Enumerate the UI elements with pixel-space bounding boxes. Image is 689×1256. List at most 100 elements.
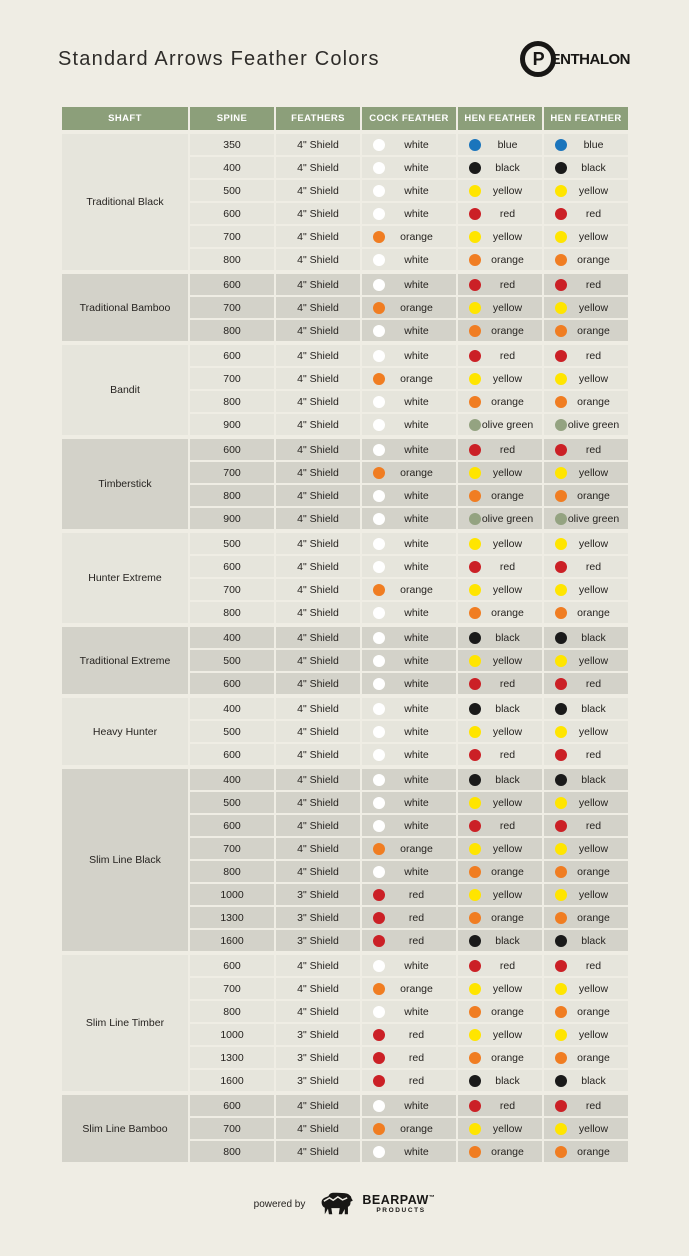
spine-cell: 500	[190, 533, 274, 554]
feather-color-label: orange	[577, 865, 610, 878]
spine-cell: 800	[190, 861, 274, 882]
feather-color-dot-red	[469, 560, 481, 573]
feather-color-label: white	[404, 606, 429, 619]
hen-feather-2-cell: yellow	[544, 368, 628, 389]
cock-feather-cell: white	[362, 157, 456, 178]
cock-feather-cell: white	[362, 769, 456, 790]
hen-feather-1-cell: yellow	[458, 180, 542, 201]
feathers-cell: 3" Shield	[276, 907, 360, 928]
feather-color-dot-red	[469, 278, 481, 291]
spine-cell: 600	[190, 815, 274, 836]
feather-color-label: orange	[577, 324, 610, 337]
feather-color-dot-white	[373, 489, 385, 502]
feather-color-dot-black	[555, 1074, 567, 1087]
hen-feather-1-cell: red	[458, 1095, 542, 1116]
hen-feather-2-cell: orange	[544, 861, 628, 882]
feather-color-dot-orange	[555, 489, 567, 502]
column-header-shaft: SHAFT	[62, 107, 188, 130]
feather-color-label: red	[499, 1099, 516, 1112]
feather-color-dot-red	[555, 278, 567, 291]
feather-color-label: red	[499, 677, 516, 690]
feather-color-label: orange	[577, 606, 610, 619]
shaft-group-hunter-extreme: Hunter Extreme 500 4" Shield white yellow yel…	[62, 533, 628, 623]
cock-feather-cell: white	[362, 1095, 456, 1116]
hen-feather-2-cell: orange	[544, 1001, 628, 1022]
feather-color-dot-white	[373, 748, 385, 761]
feather-color-label: red	[408, 934, 425, 947]
feathers-cell: 4" Shield	[276, 721, 360, 742]
feather-color-dot-red	[373, 1028, 385, 1041]
feathers-cell: 4" Shield	[276, 249, 360, 270]
cock-feather-cell: red	[362, 930, 456, 951]
feather-color-dot-orange	[469, 1005, 481, 1018]
feather-color-dot-white	[373, 512, 385, 525]
feather-color-label: orange	[400, 982, 433, 995]
hen-feather-1-cell: orange	[458, 485, 542, 506]
feather-color-label: yellow	[578, 583, 609, 596]
hen-feather-2-cell: black	[544, 769, 628, 790]
cock-feather-cell: white	[362, 203, 456, 224]
cock-feather-cell: white	[362, 627, 456, 648]
hen-feather-1-cell: black	[458, 930, 542, 951]
feather-color-dot-white	[373, 537, 385, 550]
cock-feather-cell: white	[362, 955, 456, 976]
hen-feather-2-cell: yellow	[544, 838, 628, 859]
hen-feather-2-cell: yellow	[544, 579, 628, 600]
feather-color-dot-white	[373, 278, 385, 291]
hen-feather-1-cell: red	[458, 274, 542, 295]
hen-feather-1-cell: black	[458, 1070, 542, 1091]
feathers-cell: 4" Shield	[276, 203, 360, 224]
feather-color-dot-white	[373, 418, 385, 431]
feather-color-label: red	[499, 819, 516, 832]
feather-color-label: yellow	[492, 230, 523, 243]
hen-feather-2-cell: yellow	[544, 533, 628, 554]
cock-feather-cell: white	[362, 508, 456, 529]
feather-color-dot-white	[373, 959, 385, 972]
feather-color-label: orange	[577, 395, 610, 408]
cock-feather-cell: red	[362, 1024, 456, 1045]
feather-color-dot-black	[469, 773, 481, 786]
spine-cell: 500	[190, 721, 274, 742]
feather-color-dot-red	[555, 207, 567, 220]
feather-color-dot-yellow	[555, 372, 567, 385]
feather-color-dot-red	[469, 819, 481, 832]
feather-color-label: red	[408, 1051, 425, 1064]
feather-color-dot-white	[373, 819, 385, 832]
shaft-cell: Bandit	[62, 345, 188, 435]
hen-feather-2-cell: yellow	[544, 297, 628, 318]
hen-feather-1-cell: orange	[458, 861, 542, 882]
feather-color-label: red	[585, 1099, 602, 1112]
feather-color-dot-yellow	[555, 982, 567, 995]
hen-feather-2-cell: red	[544, 955, 628, 976]
feathers-cell: 3" Shield	[276, 1047, 360, 1068]
shaft-group-slim-line-timber: Slim Line Timber 600 4" Shield white red red 7…	[62, 955, 628, 1091]
feather-color-label: yellow	[492, 537, 523, 550]
feather-color-dot-orange	[555, 253, 567, 266]
spine-cell: 400	[190, 698, 274, 719]
feather-color-label: white	[404, 1145, 429, 1158]
feather-color-dot-yellow	[469, 583, 481, 596]
feather-color-dot-white	[373, 253, 385, 266]
feather-color-label: orange	[400, 842, 433, 855]
column-header-feathers: FEATHERS	[276, 107, 360, 130]
feather-color-label: yellow	[492, 583, 523, 596]
feathers-cell: 4" Shield	[276, 978, 360, 999]
hen-feather-2-cell: red	[544, 274, 628, 295]
spine-cell: 1600	[190, 1070, 274, 1091]
feather-color-label: orange	[577, 911, 610, 924]
feather-color-dot-yellow	[555, 583, 567, 596]
feathers-cell: 4" Shield	[276, 673, 360, 694]
feather-color-label: black	[495, 161, 520, 174]
spine-cell: 500	[190, 180, 274, 201]
hen-feather-1-cell: yellow	[458, 368, 542, 389]
feathers-cell: 4" Shield	[276, 297, 360, 318]
hen-feather-2-cell: red	[544, 345, 628, 366]
feather-color-dot-red	[373, 888, 385, 901]
hen-feather-2-cell: red	[544, 673, 628, 694]
hen-feather-2-cell: olive green	[544, 508, 628, 529]
hen-feather-1-cell: orange	[458, 1141, 542, 1162]
hen-feather-2-cell: yellow	[544, 1118, 628, 1139]
feather-color-label: orange	[491, 253, 524, 266]
hen-feather-2-cell: orange	[544, 1141, 628, 1162]
spine-cell: 700	[190, 838, 274, 859]
